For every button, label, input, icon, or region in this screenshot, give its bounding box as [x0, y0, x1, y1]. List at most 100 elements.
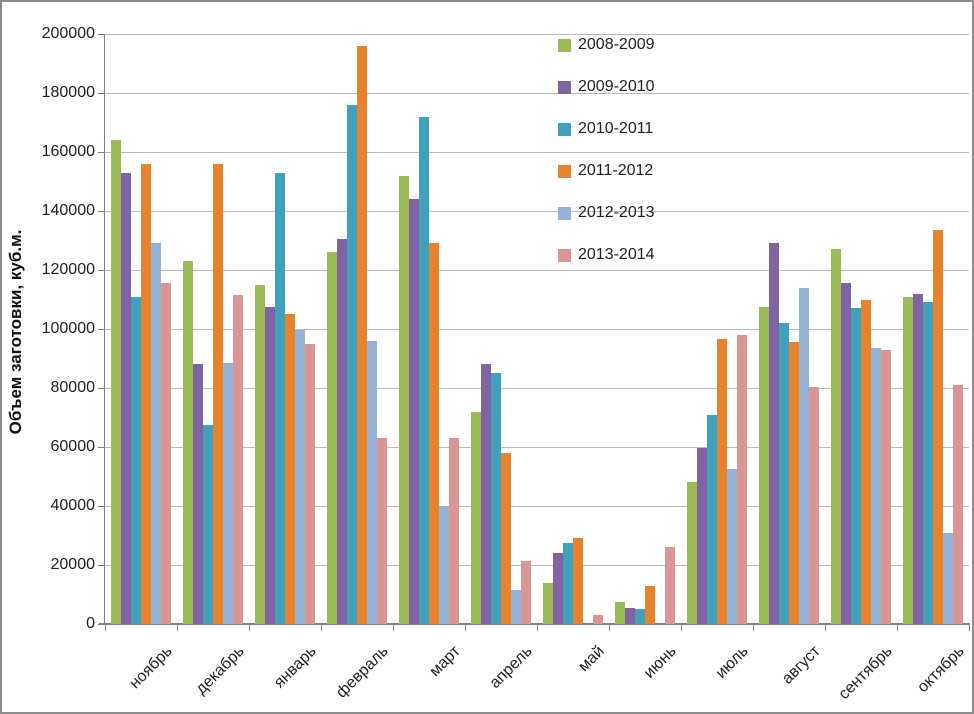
- x-tick-mark: [321, 625, 322, 631]
- x-tick-mark: [825, 625, 826, 631]
- y-tick-mark: [98, 506, 104, 507]
- y-tick-label: 180000: [41, 84, 95, 101]
- bar: [131, 296, 141, 624]
- y-tick-mark: [98, 329, 104, 330]
- bar: [419, 116, 429, 624]
- bar: [501, 452, 511, 624]
- bar: [327, 252, 337, 624]
- legend-swatch-icon: [558, 122, 571, 136]
- bar: [615, 601, 625, 624]
- bar: [759, 306, 769, 624]
- x-tick-mark: [465, 625, 466, 631]
- y-axis-line: [104, 34, 105, 625]
- legend-swatch-icon: [558, 38, 571, 52]
- x-tick-mark: [969, 625, 970, 631]
- bar: [687, 482, 697, 624]
- legend-label: 2010-2011: [578, 120, 654, 137]
- bar: [265, 306, 275, 624]
- bar: [439, 506, 449, 624]
- x-tick-mark: [177, 625, 178, 631]
- legend-label: 2009-2010: [578, 78, 655, 95]
- bar: [543, 582, 553, 624]
- legend-swatch-icon: [558, 80, 571, 94]
- bar: [923, 302, 933, 624]
- x-tick-mark: [897, 625, 898, 631]
- x-tick-mark: [393, 625, 394, 631]
- y-tick-label: 40000: [50, 497, 96, 514]
- bar: [841, 283, 851, 624]
- bar: [151, 243, 161, 624]
- bar: [223, 362, 233, 624]
- bar: [665, 547, 675, 624]
- legend-item: 2011-2012: [558, 150, 655, 192]
- x-tick-mark: [249, 625, 250, 631]
- legend-label: 2011-2012: [578, 162, 654, 179]
- y-gridline: [105, 34, 969, 35]
- bar: [357, 45, 367, 624]
- bar: [645, 585, 655, 624]
- y-tick-label: 0: [86, 615, 95, 632]
- legend-item: 2010-2011: [558, 108, 655, 150]
- bar: [799, 287, 809, 624]
- bar: [625, 607, 635, 624]
- bar: [449, 438, 459, 624]
- x-tick-mark: [753, 625, 754, 631]
- bar: [409, 199, 419, 624]
- bar: [635, 609, 645, 624]
- y-gridline: [105, 152, 969, 153]
- bar: [275, 172, 285, 624]
- bar: [737, 334, 747, 624]
- legend-swatch-icon: [558, 164, 571, 178]
- bar: [831, 249, 841, 624]
- x-category-label: ноябрь: [126, 642, 176, 693]
- bar: [871, 348, 881, 624]
- y-tick-mark: [98, 388, 104, 389]
- y-tick-mark: [98, 34, 104, 35]
- x-tick-mark: [105, 625, 106, 631]
- bar: [337, 239, 347, 624]
- bar: [903, 296, 913, 624]
- bar: [769, 243, 779, 624]
- legend-item: 2009-2010: [558, 66, 655, 108]
- y-tick-label: 140000: [41, 202, 95, 219]
- y-gridline: [105, 270, 969, 271]
- bar: [213, 163, 223, 624]
- y-tick-label: 120000: [41, 261, 95, 278]
- y-gridline: [105, 211, 969, 212]
- bar: [233, 295, 243, 624]
- plot-area: [99, 34, 970, 625]
- bar: [697, 448, 707, 624]
- y-tick-mark: [98, 211, 104, 212]
- bar: [367, 340, 377, 624]
- bar: [511, 590, 521, 624]
- bar: [861, 299, 871, 624]
- y-tick-mark: [98, 624, 104, 625]
- bar: [491, 373, 501, 624]
- bar: [429, 243, 439, 624]
- legend-item: 2013-2014: [558, 234, 655, 276]
- bar: [481, 364, 491, 624]
- bar: [377, 438, 387, 624]
- bar: [809, 386, 819, 624]
- bar: [913, 293, 923, 624]
- bar: [347, 104, 357, 624]
- y-gridline: [105, 447, 969, 448]
- y-tick-mark: [98, 447, 104, 448]
- y-tick-label: 20000: [50, 556, 96, 573]
- bar: [121, 172, 131, 624]
- legend-item: 2012-2013: [558, 192, 655, 234]
- bar: [203, 424, 213, 624]
- x-tick-mark: [681, 625, 682, 631]
- y-gridline: [105, 93, 969, 94]
- bar: [943, 532, 953, 624]
- y-tick-mark: [98, 93, 104, 94]
- bar: [933, 230, 943, 624]
- bar: [141, 163, 151, 624]
- y-gridline: [105, 506, 969, 507]
- legend-swatch-icon: [558, 206, 571, 220]
- y-tick-label: 160000: [41, 143, 95, 160]
- y-tick-mark: [98, 152, 104, 153]
- bar: [193, 364, 203, 624]
- bar: [111, 140, 121, 624]
- y-tick-label: 60000: [50, 438, 96, 455]
